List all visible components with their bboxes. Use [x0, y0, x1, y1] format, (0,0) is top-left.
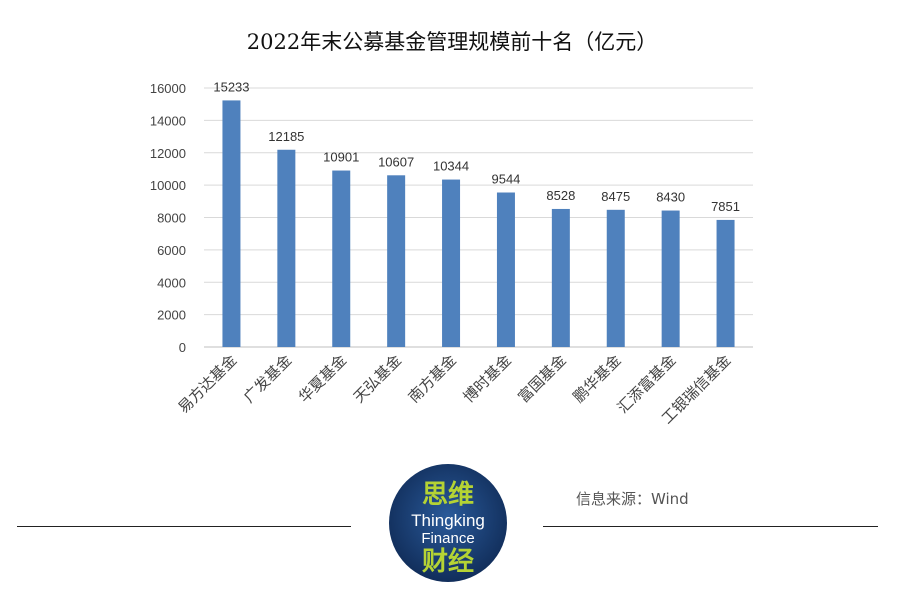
bar	[387, 175, 406, 347]
bar	[716, 219, 735, 347]
y-tick-label: 4000	[157, 275, 186, 290]
bar	[332, 170, 351, 347]
y-tick-label: 14000	[150, 113, 186, 128]
logo-line2: Thingking	[411, 511, 485, 530]
logo-line1: 思维	[422, 479, 474, 510]
bar	[606, 209, 625, 347]
logo-circle	[389, 464, 507, 582]
divider-left	[17, 526, 351, 527]
data-label: 8430	[656, 190, 685, 205]
chart-title: 2022年末公募基金管理规模前十名（亿元）	[246, 30, 658, 54]
y-tick-label: 16000	[150, 81, 186, 96]
x-tick-label: 广发基金	[240, 351, 295, 406]
bar	[442, 179, 461, 347]
x-tick-label: 易方达基金	[175, 351, 241, 417]
x-tick-label: 南方基金	[405, 351, 460, 406]
y-tick-label: 10000	[150, 178, 186, 193]
logo-line4: 财经	[422, 546, 474, 577]
thingking-finance-logo: 思维 Thingking Finance 财经	[389, 464, 507, 582]
y-tick-label: 0	[179, 340, 186, 355]
y-tick-label: 12000	[150, 146, 186, 161]
bar	[496, 192, 515, 347]
data-label: 10344	[433, 159, 469, 174]
x-tick-label: 富国基金	[515, 351, 570, 406]
data-label: 12185	[268, 129, 304, 144]
x-tick-label: 华夏基金	[295, 351, 350, 406]
bar	[551, 208, 570, 347]
bar-chart: 0 2000 4000 6000 8000 10000 12000 14000 16000 152…	[150, 79, 753, 427]
logo-line3: Finance	[421, 530, 474, 547]
data-label: 8475	[601, 189, 630, 204]
data-label: 10607	[378, 154, 414, 169]
divider-right	[543, 526, 878, 527]
data-label: 9544	[491, 172, 520, 187]
bar	[277, 149, 296, 347]
x-tick-label: 博时基金	[460, 351, 515, 406]
data-label: 10901	[323, 150, 359, 165]
data-label: 8528	[546, 188, 575, 203]
bar	[661, 210, 680, 347]
y-tick-label: 8000	[157, 211, 186, 226]
x-tick-label: 鹏华基金	[569, 351, 624, 406]
y-tick-label: 2000	[157, 308, 186, 323]
bar	[222, 100, 241, 348]
y-tick-label: 6000	[157, 243, 186, 258]
data-label: 7851	[711, 199, 740, 214]
source-text: 信息来源：Wind	[576, 490, 689, 508]
x-tick-label: 天弘基金	[350, 351, 405, 406]
data-label: 15233	[213, 79, 249, 94]
